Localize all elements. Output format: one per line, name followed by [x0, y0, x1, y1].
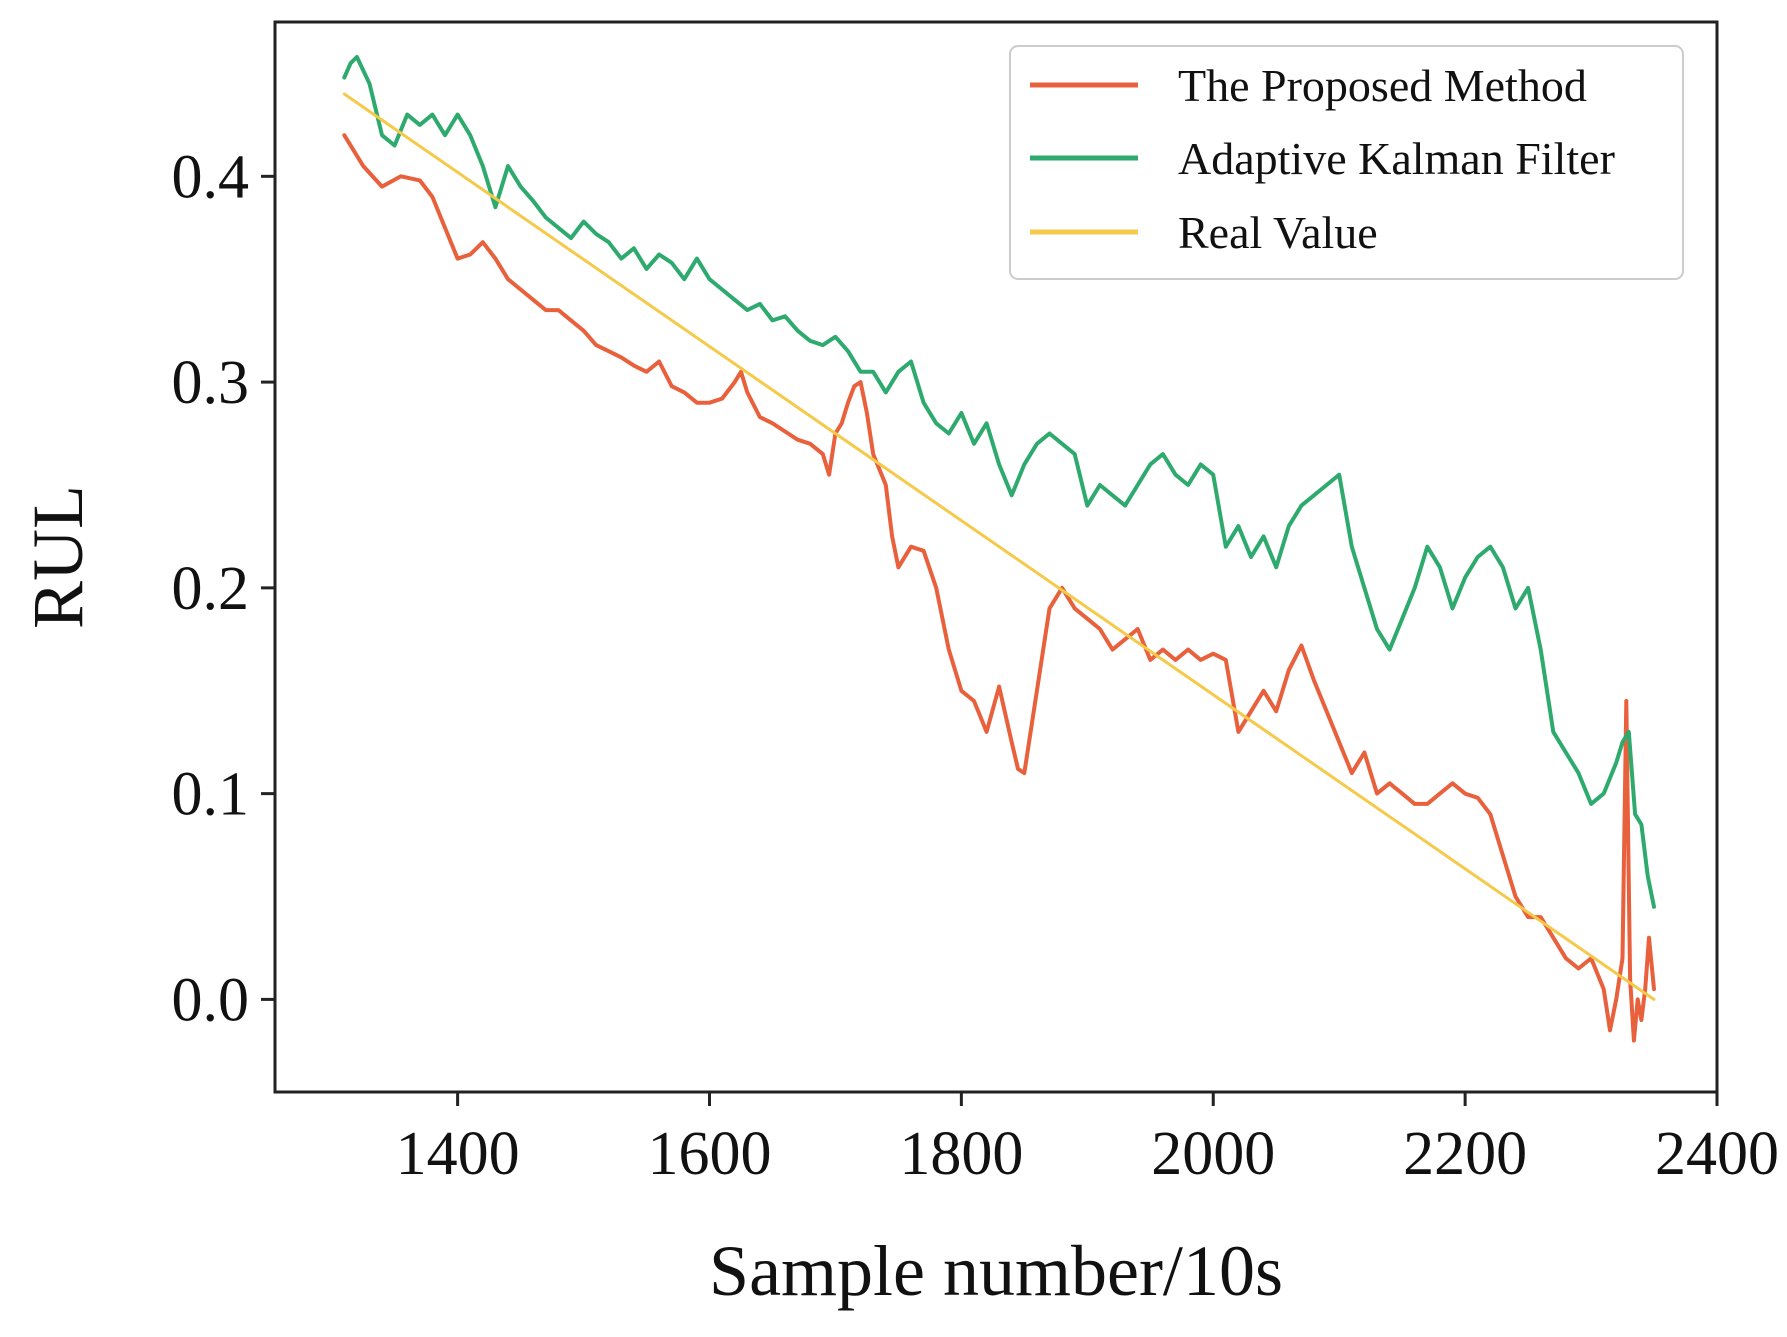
series-layer	[342, 55, 1656, 1043]
y-tick-label: 0.4	[172, 143, 250, 211]
series-line-the-proposed-method	[342, 133, 1656, 1043]
legend-frame	[1009, 45, 1684, 280]
x-tick-label: 2400	[1655, 1120, 1779, 1188]
y-tick-label: 0.3	[172, 349, 250, 417]
plot-area-frame	[273, 20, 1719, 1094]
y-tick-label: 0.2	[172, 555, 250, 623]
series-line-real-value	[342, 92, 1656, 1001]
x-axis-ticks: 1400 1600 1800 2000 2200 2400	[396, 1092, 1779, 1188]
y-axis-title: RUL	[18, 485, 98, 629]
x-tick-label: 1600	[647, 1120, 771, 1188]
y-tick-label: 0.0	[172, 966, 250, 1034]
series-line-adaptive-kalman-filter	[342, 55, 1656, 909]
x-tick-label: 1400	[396, 1120, 520, 1188]
legend-label-real-value: Real Value	[1178, 207, 1378, 258]
x-tick-label: 2200	[1403, 1120, 1527, 1188]
legend-label-proposed-method: The Proposed Method	[1178, 60, 1587, 111]
y-axis-ticks: 0.0 0.1 0.2 0.3 0.4	[172, 143, 275, 1034]
legend-label-adaptive-kalman-filter: Adaptive Kalman Filter	[1178, 133, 1615, 184]
y-tick-label: 0.1	[172, 761, 250, 829]
x-axis-title: Sample number/10s	[709, 1231, 1283, 1311]
legend: The Proposed Method Adaptive Kalman Filt…	[1009, 45, 1684, 280]
x-tick-label: 1800	[899, 1120, 1023, 1188]
x-tick-label: 2000	[1151, 1120, 1275, 1188]
